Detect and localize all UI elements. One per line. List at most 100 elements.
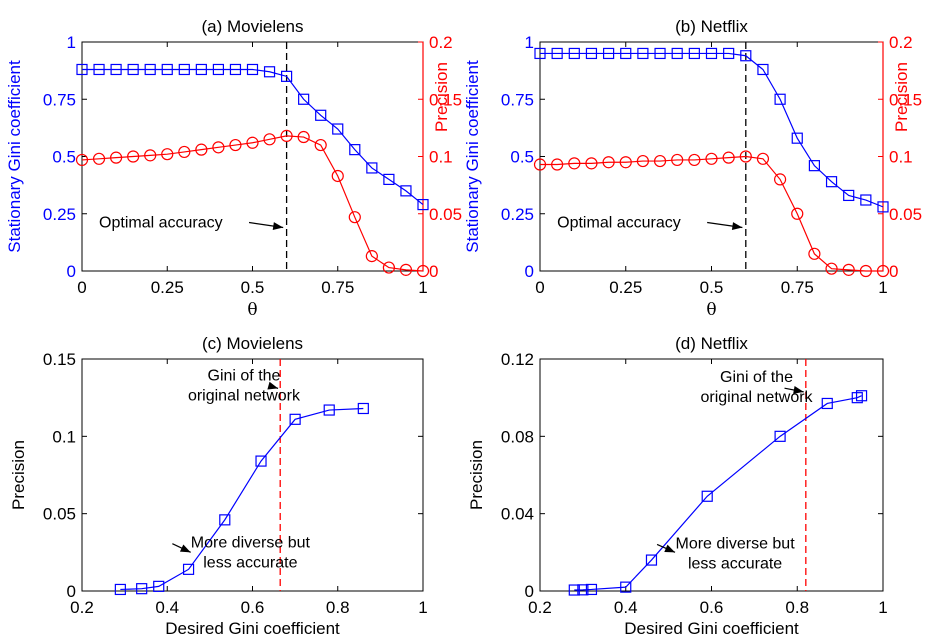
data-point [314,138,327,152]
data-point [701,490,713,502]
y-axis-label-right: Precision [432,62,451,132]
y-tick-label-right: 0 [429,262,438,281]
data-point [332,123,344,135]
data-point [400,185,412,197]
data-point [653,154,667,168]
x-tick-label: 0.75 [781,278,814,297]
y-tick-label-right: 0.05 [889,205,922,224]
chart-title: (d) Netflix [675,334,748,353]
data-point [808,160,821,172]
data-point [348,211,361,224]
data-point [349,144,361,156]
x-tick-label: 0.2 [528,598,552,617]
data-point [756,152,770,165]
data-point [825,176,838,188]
data-point [636,154,650,168]
x-tick-label: 1 [878,278,887,297]
annotation-text: More diverse but less accurate [675,535,795,572]
annotation-line: less accurate [688,555,782,572]
data-point [144,149,157,162]
data-point [585,157,598,170]
data-point [161,148,174,161]
data-point [602,156,615,169]
data-point [688,153,701,167]
y-tick-label-left: 1 [67,33,76,52]
data-point [153,580,165,592]
annotation-line: original network [700,389,813,406]
data-point [263,66,276,78]
arrow-icon [179,544,191,553]
data-point [842,263,855,276]
y-tick-label-left: 0.04 [501,505,534,524]
arrow-icon [272,222,284,230]
data-point [620,47,632,60]
annotation-text: Gini of the original network [700,369,813,406]
data-point [705,152,718,165]
y-tick-label-right: 0.2 [889,33,913,52]
data-point [110,63,122,76]
data-point [246,63,259,76]
data-point [229,138,242,152]
series-line-0 [82,68,424,206]
y-axis-label-left: Stationary Gini coefficient [5,60,24,253]
data-point [637,47,649,60]
y-tick-label-right: 0.15 [889,90,922,109]
data-point [297,130,310,144]
data-point [76,63,88,76]
data-point [671,153,684,167]
y-tick-label-left: 0.15 [43,350,76,369]
data-point [75,153,89,167]
data-point [195,143,208,156]
data-point [212,141,225,154]
data-point [109,151,123,164]
y-tick-label-left: 0.12 [501,350,534,369]
annotation-text: Gini of the original network [188,368,301,405]
data-point [382,261,395,274]
data-point [127,150,140,163]
data-point [619,156,632,169]
y-tick-label-right: 0.15 [429,90,462,109]
x-tick-label: 0.8 [785,598,809,617]
y-tick-label-left: 0.1 [52,427,76,446]
x-tick-label: 0.2 [70,598,94,617]
annotation-line: More diverse but [191,535,311,552]
x-tick-label: 0.75 [321,278,354,297]
x-tick-label: 0.25 [151,278,184,297]
chart-panel-3: (d) Netflix 0.2 0.4 0.6 0.8 1 0 0.04 0.08 0.12 Des… [467,334,888,636]
data-point [315,109,327,121]
annotation-line: less accurate [203,555,297,572]
annotation-text: More diverse but less accurate [191,535,311,572]
data-point [136,583,148,595]
data-point [585,47,598,60]
data-point [229,63,242,76]
data-point [791,132,803,144]
y-tick-label-right: 0.1 [889,148,913,167]
data-point [144,63,156,76]
data-point [739,150,752,163]
y-tick-label-left: 0.75 [43,90,76,109]
data-point [534,47,546,60]
data-point [93,63,105,76]
y-tick-label-left: 0.25 [501,205,534,224]
data-point [825,262,838,275]
arrow-icon [664,544,676,553]
data-point [246,136,259,149]
y-tick-label-left: 0 [67,582,76,601]
data-point [323,404,335,416]
x-tick-label: 0.25 [609,278,642,297]
data-point [723,47,735,60]
data-point [645,554,658,566]
chart-title: (c) Movielens [202,334,303,353]
y-tick-label-left: 0.05 [43,505,76,524]
data-point [399,263,413,276]
y-axis-label-right: Precision [892,62,911,132]
data-point [877,201,889,213]
data-point [577,584,589,596]
data-point [416,264,430,278]
data-point [195,63,207,76]
data-point [331,169,344,183]
x-tick-label: 0 [77,278,86,297]
series-line-0 [120,407,364,591]
y-tick-label-right: 0.2 [429,33,453,52]
series-line-0 [540,52,884,208]
